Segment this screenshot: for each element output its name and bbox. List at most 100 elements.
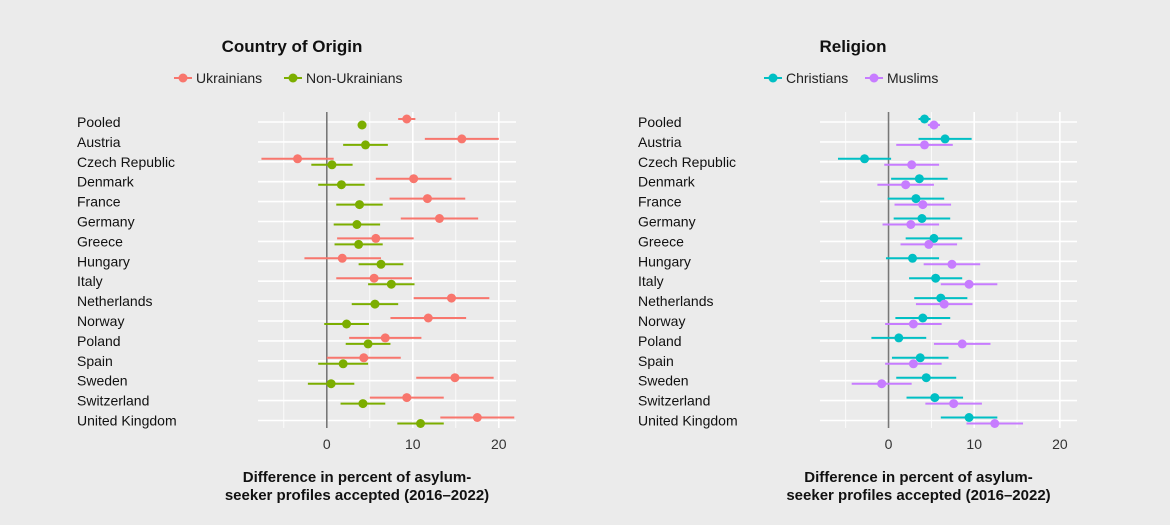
x-axis-label: seeker profiles accepted (2016–2022) (225, 487, 489, 504)
data-point (402, 393, 412, 403)
legend-label: Muslims (887, 70, 938, 86)
data-point (917, 214, 927, 223)
chart-panel-1: Pooled Austria Czech Republic Denmark France… (638, 37, 1077, 504)
data-point (930, 393, 940, 403)
legend-key-dot (178, 73, 188, 83)
data-point (947, 259, 957, 269)
data-point (293, 154, 303, 164)
panel-title: Country of Origin (222, 37, 363, 56)
data-point (918, 200, 928, 210)
data-point (342, 319, 352, 329)
category-label: Norway (638, 313, 685, 329)
data-point (921, 373, 931, 383)
data-point (915, 353, 925, 363)
series-0 (261, 114, 515, 422)
data-point (354, 239, 364, 249)
data-point (416, 419, 426, 428)
category-label: Denmark (77, 174, 135, 190)
data-point (370, 299, 380, 309)
data-point (920, 114, 930, 124)
data-point (363, 339, 373, 349)
category-label: Spain (638, 353, 674, 369)
x-tick-label: 10 (405, 436, 421, 452)
data-point (957, 339, 967, 349)
data-point (894, 333, 904, 343)
data-point (877, 379, 887, 389)
x-tick-label: 10 (966, 436, 982, 452)
category-label: United Kingdom (77, 413, 177, 429)
plot-area (820, 112, 1077, 428)
series-1 (307, 120, 444, 428)
chart-panel-0: Pooled Austria Czech Republic Denmark France… (77, 37, 516, 504)
category-label: Czech Republic (638, 154, 736, 170)
data-point (359, 353, 369, 363)
legend-key-dot (869, 73, 879, 83)
data-point (908, 319, 918, 329)
category-label: Netherlands (638, 293, 714, 309)
data-point (327, 160, 337, 170)
data-point (409, 174, 419, 184)
data-point (422, 194, 432, 204)
x-axis-label: seeker profiles accepted (2016–2022) (786, 487, 1050, 504)
data-point (371, 233, 381, 243)
category-label: Pooled (77, 114, 121, 130)
plot-area (258, 112, 516, 428)
data-point (918, 313, 928, 323)
category-label: Netherlands (77, 293, 153, 309)
category-label: Germany (638, 214, 696, 230)
data-point (924, 239, 934, 249)
data-point (386, 279, 396, 289)
data-point (906, 220, 916, 229)
data-point (940, 134, 950, 144)
data-point (964, 413, 974, 422)
data-point (447, 293, 456, 303)
series-0 (837, 114, 998, 422)
legend-label: Ukrainians (196, 70, 262, 86)
legend-label: Christians (786, 70, 848, 86)
category-label: Switzerland (77, 393, 149, 409)
data-point (914, 174, 924, 184)
category-label: Sweden (77, 373, 128, 389)
data-point (354, 200, 364, 210)
data-point (908, 359, 918, 369)
category-label: Poland (638, 333, 682, 349)
data-point (472, 413, 482, 422)
data-point (338, 359, 348, 369)
category-label: Italy (77, 273, 103, 289)
x-tick-label: 0 (885, 436, 893, 452)
data-point (358, 399, 368, 409)
panel-title: Religion (819, 37, 886, 56)
data-point (901, 180, 911, 190)
category-label: Czech Republic (77, 154, 175, 170)
legend-key-dot (768, 73, 778, 83)
category-label: Austria (638, 134, 682, 150)
data-point (908, 253, 918, 263)
category-label: Hungary (77, 253, 130, 269)
data-point (939, 299, 949, 309)
data-point (931, 273, 941, 283)
data-point (911, 194, 921, 204)
data-point (352, 220, 362, 229)
data-point (990, 419, 1000, 428)
data-point (337, 253, 347, 263)
data-point (326, 379, 336, 389)
category-label: United Kingdom (638, 413, 738, 429)
data-point (423, 313, 433, 323)
category-label: France (77, 194, 121, 210)
category-label: Greece (77, 233, 123, 249)
x-tick-label: 0 (323, 436, 331, 452)
data-point (964, 279, 974, 289)
x-tick-label: 20 (1052, 436, 1068, 452)
category-label: Switzerland (638, 393, 710, 409)
data-point (860, 154, 870, 164)
data-point (361, 140, 370, 150)
data-point (369, 273, 379, 283)
category-label: France (638, 194, 682, 210)
data-point (929, 233, 939, 243)
data-point (434, 214, 444, 223)
category-label: Austria (77, 134, 121, 150)
data-point (336, 180, 346, 190)
category-label: Pooled (638, 114, 682, 130)
